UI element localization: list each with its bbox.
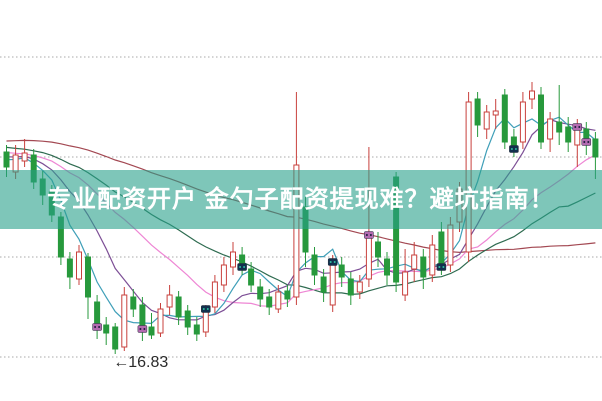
candle-body (157, 308, 164, 334)
ma-line-5 (6, 116, 596, 325)
signal-marker (237, 263, 247, 271)
candle-body (538, 94, 544, 143)
candle-body (266, 296, 273, 308)
signal-marker (364, 231, 374, 239)
low-price-annotation: ←16.83 (113, 355, 168, 371)
candle-body (248, 268, 255, 286)
candle-body (338, 264, 345, 278)
candle-body (501, 94, 508, 143)
arrow-left-icon: ← (113, 354, 129, 371)
candle-body (375, 241, 381, 258)
candle-body (257, 286, 264, 300)
candle-body (311, 254, 318, 276)
promo-banner[interactable]: 专业配资开户 金勺子配资提现难？避坑指南！ (0, 170, 602, 229)
candle-body (103, 324, 110, 334)
candle-body (85, 256, 91, 298)
candle-body (193, 324, 200, 335)
candle-body (547, 118, 554, 140)
candle-body (166, 294, 173, 308)
candle-body (347, 278, 354, 296)
candle-body (402, 271, 409, 296)
candle-body (21, 152, 28, 162)
candle-body (356, 281, 363, 293)
candle-body (293, 164, 300, 298)
candle-body (148, 326, 155, 336)
signal-marker (201, 305, 211, 313)
signal-marker (327, 258, 338, 266)
candle-body (492, 110, 499, 116)
candle-body (320, 276, 327, 293)
candle-body (384, 258, 390, 276)
candle-body (66, 258, 73, 278)
candle-body (529, 90, 535, 100)
candle-body (284, 290, 291, 300)
candle-body (220, 264, 227, 286)
candle-body (519, 101, 526, 143)
signal-marker (92, 323, 102, 331)
candle-body (211, 281, 218, 308)
candle-body (76, 251, 82, 280)
candle-body (130, 296, 137, 310)
candle-body (483, 111, 490, 130)
signal-marker (436, 263, 447, 271)
candle-body (121, 294, 128, 348)
signal-marker (137, 325, 148, 333)
candle-body (175, 296, 182, 318)
promo-banner-text: 专业配资开户 金勺子配资提现难？避坑指南！ (47, 185, 555, 213)
candle-body (556, 121, 563, 133)
candle-body (184, 310, 191, 328)
candle-body (411, 254, 418, 270)
candle-body (3, 151, 10, 168)
signal-marker (572, 123, 583, 131)
candle-body (429, 244, 436, 276)
candle-body (592, 138, 599, 158)
candle-body (230, 251, 236, 268)
candle-body (365, 234, 372, 280)
candle-body (447, 224, 454, 266)
candle-body (474, 98, 481, 126)
signal-marker (509, 145, 519, 153)
candle-body (275, 291, 282, 310)
candle-body (438, 231, 445, 268)
signal-marker (581, 138, 592, 146)
candle-body (112, 326, 119, 350)
candle-body (329, 261, 336, 306)
low-price-value: 16.83 (128, 354, 169, 371)
candle-body (420, 256, 427, 278)
candle-body (565, 126, 572, 143)
